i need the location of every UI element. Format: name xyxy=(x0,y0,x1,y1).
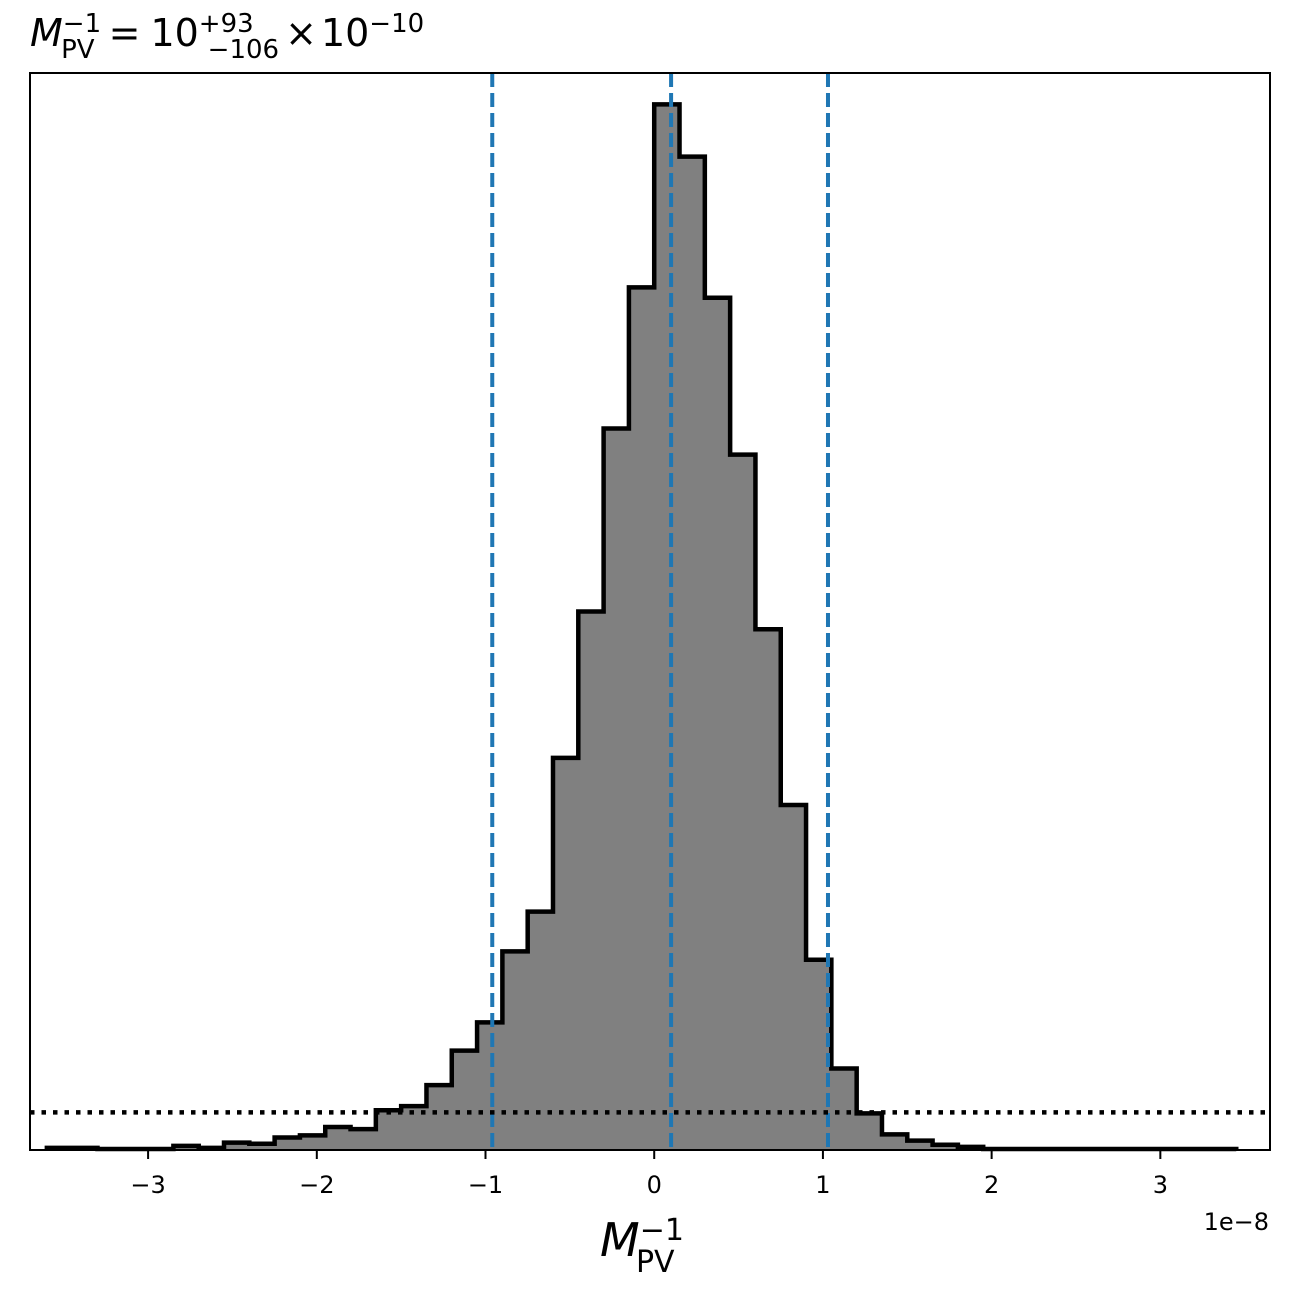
title-equals: = xyxy=(109,11,141,55)
title-symbol: M xyxy=(30,11,63,55)
histogram-bar xyxy=(856,1113,883,1150)
histogram-bar xyxy=(375,1110,402,1150)
histogram-bar xyxy=(426,1085,453,1150)
histogram-bar xyxy=(502,951,529,1150)
histogram-bar xyxy=(907,1140,934,1150)
histogram-bar xyxy=(679,156,706,1150)
histogram-bar xyxy=(654,104,681,1151)
x-axis-ticks: −3 −2 −1 0 1 2 3 xyxy=(130,1150,1168,1199)
histogram-bar xyxy=(881,1134,908,1150)
x-tick-label: 3 xyxy=(1153,1171,1168,1199)
histogram-bar xyxy=(224,1142,250,1150)
xlabel-sub: PV xyxy=(636,1245,675,1280)
histogram-bar xyxy=(780,804,807,1150)
title-symbol-sub: PV xyxy=(61,35,95,65)
histogram-bar xyxy=(704,297,731,1150)
histogram-bar xyxy=(578,611,605,1150)
histogram-bar xyxy=(603,428,630,1151)
x-offset-label: 1e−8 xyxy=(1204,1208,1269,1236)
chart-title: M−1 PV = 10+93 −106 × 10−10 xyxy=(30,9,424,65)
histogram-bar xyxy=(755,629,782,1150)
histogram-bar xyxy=(299,1135,326,1150)
x-tick-label: −2 xyxy=(299,1171,334,1199)
axes-frame xyxy=(29,72,1271,1151)
title-lower: −106 xyxy=(208,35,279,65)
histogram-bar xyxy=(325,1126,352,1150)
x-tick-label: 1 xyxy=(815,1171,830,1199)
histogram-bar xyxy=(552,757,579,1150)
title-upper: +93 xyxy=(199,9,254,39)
histogram-bar xyxy=(477,1022,503,1150)
histogram-bar xyxy=(249,1143,276,1150)
histogram-bar xyxy=(932,1144,959,1150)
histogram-bar xyxy=(831,1068,858,1150)
xlabel-sup: −1 xyxy=(640,1213,684,1248)
title-times: × xyxy=(285,11,317,55)
x-tick-label: −3 xyxy=(130,1171,165,1199)
x-tick-label: 2 xyxy=(984,1171,999,1199)
xlabel-symbol: M xyxy=(600,1213,640,1267)
histogram-bar xyxy=(730,454,756,1150)
histogram-bars xyxy=(46,104,1237,1151)
histogram-bar xyxy=(628,287,655,1150)
histogram-bar xyxy=(451,1050,478,1150)
title-value: 10 xyxy=(150,11,198,55)
x-tick-label: 0 xyxy=(647,1171,662,1199)
histogram-bar xyxy=(350,1129,377,1150)
histogram-outline xyxy=(44,102,1239,1152)
histogram-bar xyxy=(274,1137,301,1150)
title-scale-base: 10 xyxy=(321,11,369,55)
x-axis-label: M−1 PV xyxy=(600,1213,684,1280)
title-scale-exp: −10 xyxy=(369,9,424,39)
x-tick-label: −1 xyxy=(468,1171,503,1199)
title-symbol-sup: −1 xyxy=(63,9,101,39)
